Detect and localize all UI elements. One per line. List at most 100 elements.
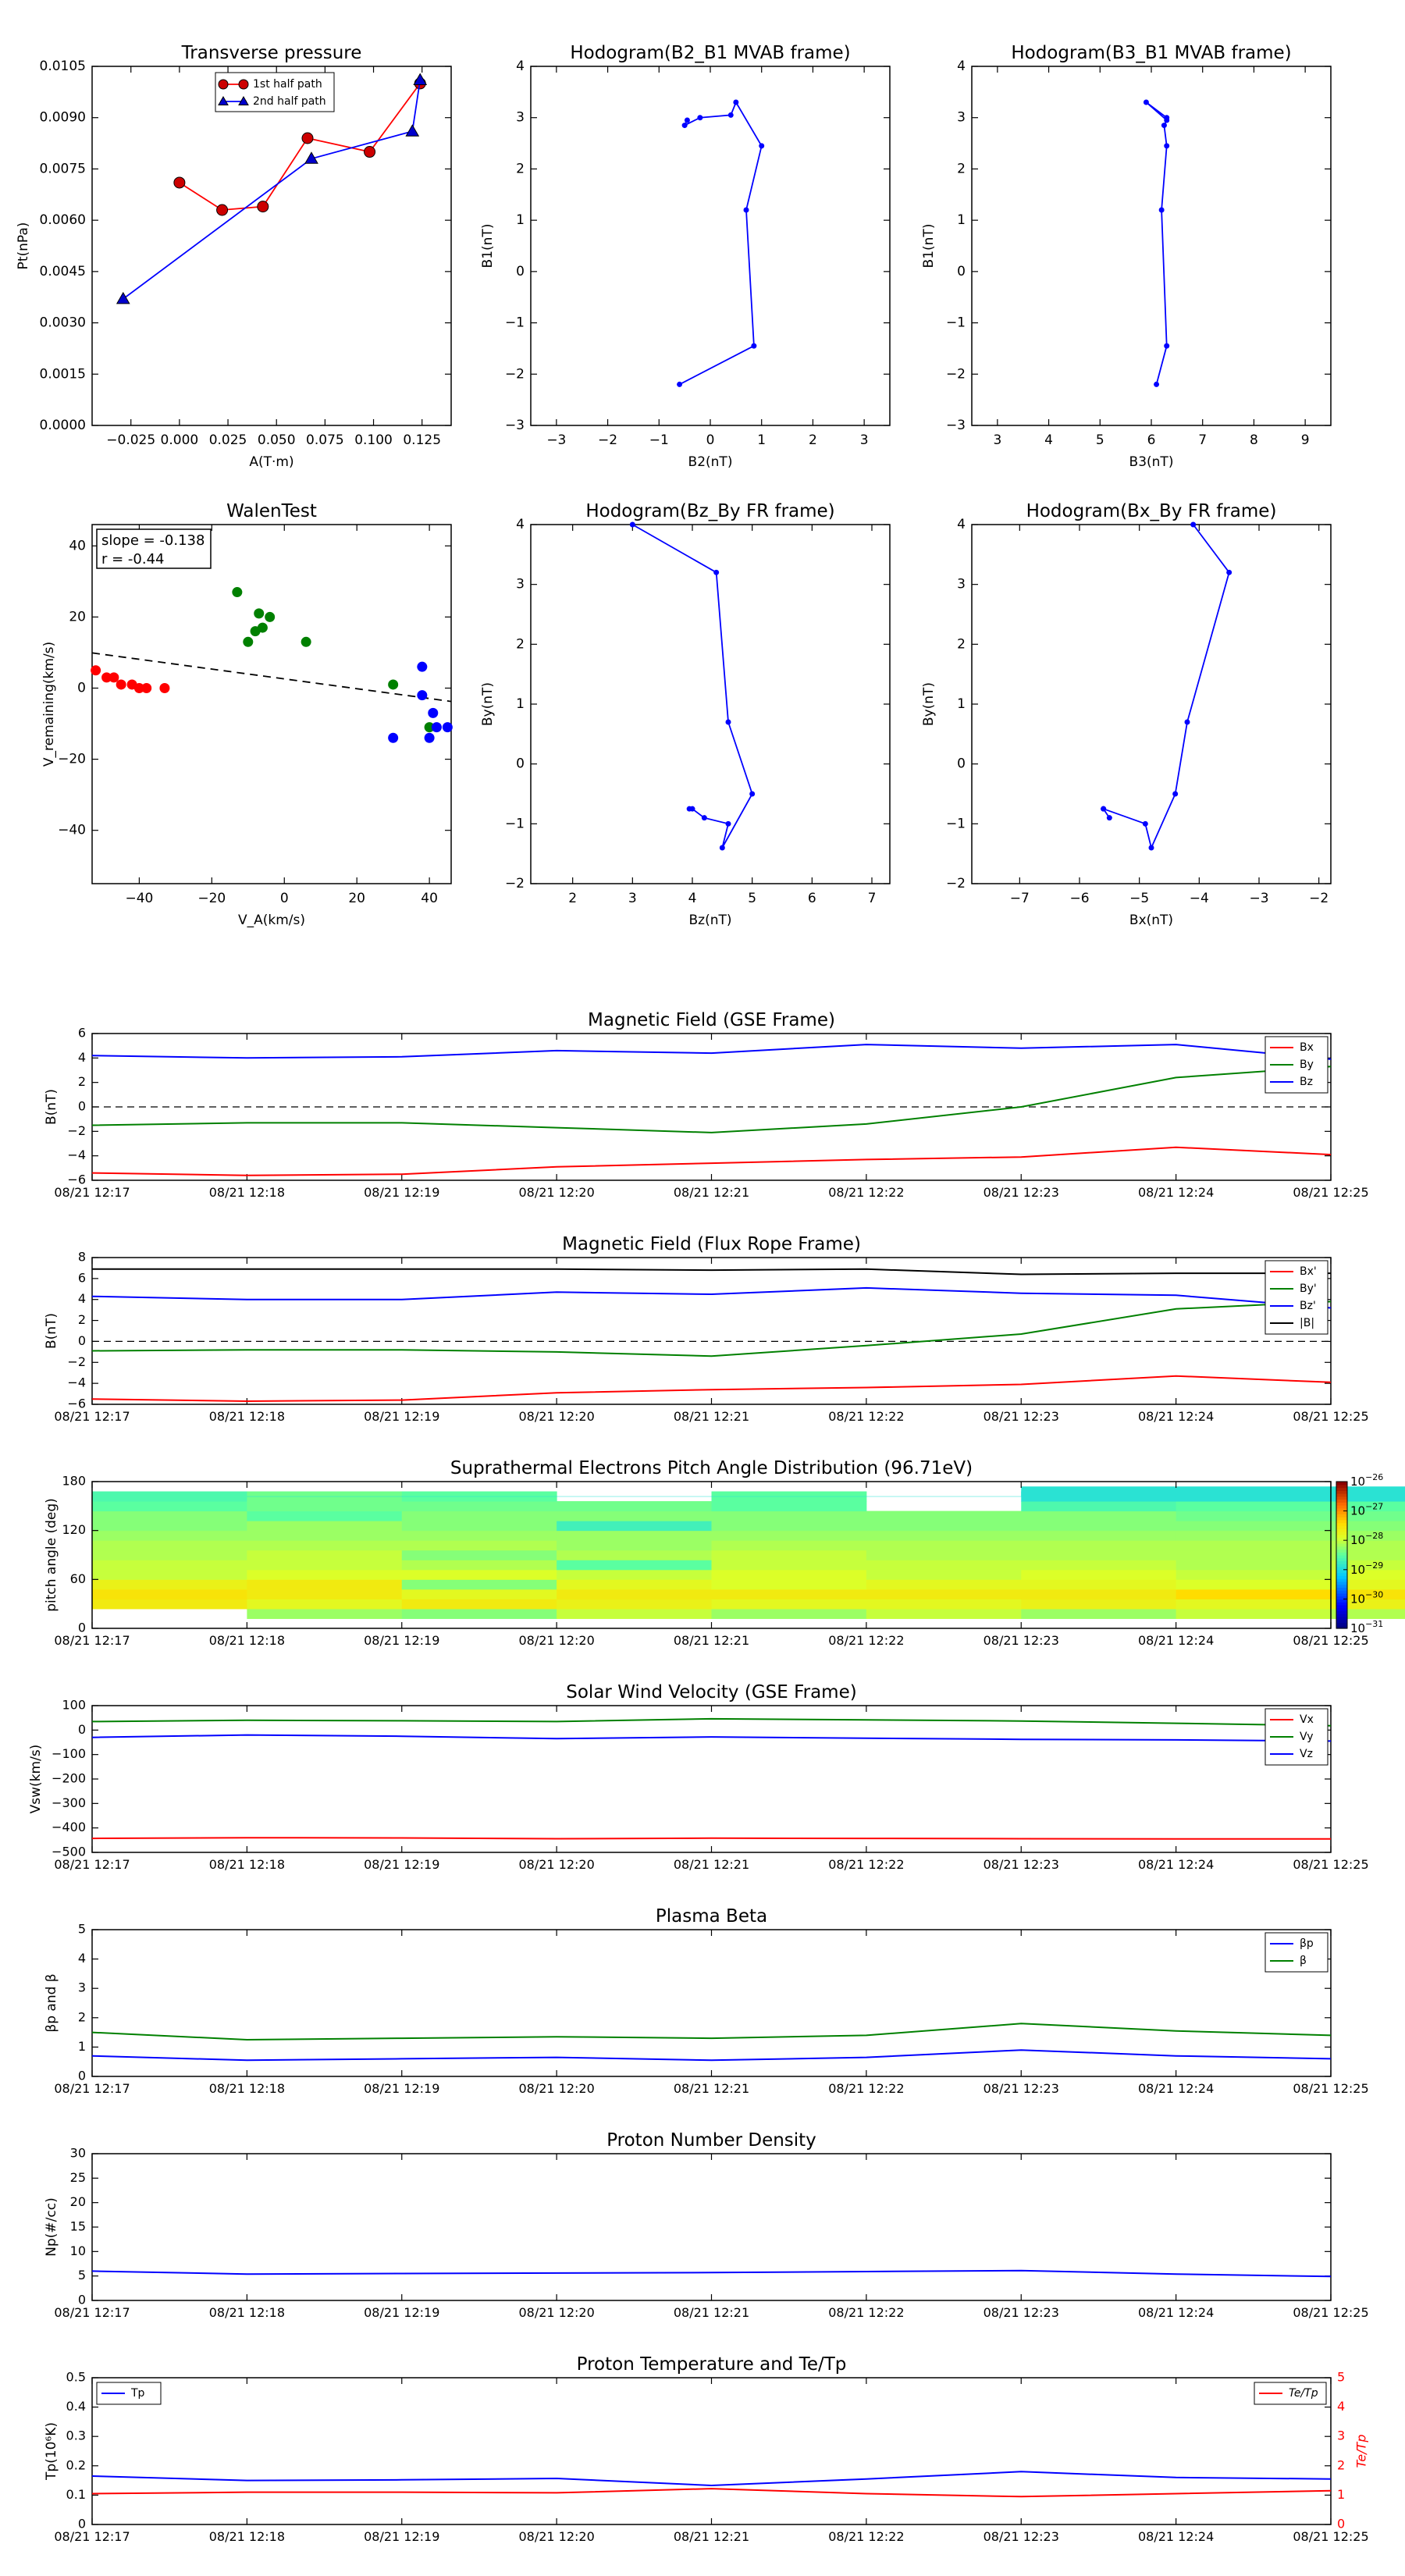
beta-time-axis: 08/21 12:17 08/21 12:18 08/21 12:19 08/21 1… [54,1930,1369,2096]
pt-series-0-point [173,176,186,189]
walen-annotation-slope: slope = -0.138 [101,532,205,549]
h31-x-axis: 3 4 5 6 7 8 9 [993,66,1310,448]
pad-ytick-label: 180 [62,1474,86,1489]
bgse-series-line-1 [91,1066,1332,1133]
tp-ylabel: Tp(10⁶K) [44,2422,59,2481]
fr2-ytick-label: −2 [946,876,966,891]
walen-title: WalenTest [226,501,317,521]
beta-ytick-label: 4 [78,1951,86,1966]
fr2-title: Hodogram(Bx_By FR frame) [1026,501,1277,521]
vsw-time-label: 08/21 12:24 [1138,1857,1214,1872]
fr1-series-0-point [749,791,756,797]
beta-series-line-1 [91,2023,1332,2041]
beta-ytick-label: 5 [78,1922,86,1937]
beta-time-label: 08/21 12:17 [54,2081,130,2096]
tp-series-line-0 [91,2471,1332,2487]
pt-legend-marker [218,95,229,105]
fr2-xtick-label: −6 [1069,891,1089,906]
pad-cell [866,1510,1022,1521]
pt-xtick-label: 0.075 [306,432,344,448]
colorbar-segment [1336,1557,1347,1562]
pad-cell [557,1550,712,1560]
h31-ytick-label: 0 [957,264,966,279]
pad-cell [866,1608,1022,1619]
pad-cell [401,1569,557,1580]
pad-cell [1331,1560,1405,1571]
fr1-ytick-label: 1 [516,696,525,712]
colorbar-segment [1336,1587,1347,1591]
walen-point-0 [91,665,101,676]
bfr-series-line-3 [92,1268,1331,1276]
pad-cell [866,1540,1022,1551]
pad-cell [1176,1521,1332,1532]
h21-ytick-label: 1 [516,212,525,228]
h31-ytick-label: −1 [946,315,966,331]
colorbar-segment [1336,1555,1347,1559]
pad-cell [711,1569,867,1580]
beta-time-label: 08/21 12:21 [674,2081,749,2096]
pt-y-axis: 0.0000 0.0015 0.0030 0.0045 0.0060 0.0075 0.00… [40,59,451,433]
bgse-time-label: 08/21 12:18 [209,1185,285,1200]
pad-cell-top [1331,1486,1405,1497]
bgse-time-label: 08/21 12:22 [828,1185,904,1200]
pad-cell [1021,1540,1177,1551]
walen-y-axis: −40 −20 0 20 40 [58,538,451,838]
walen-ylabel: V_remaining(km/s) [41,642,57,767]
pad-cell [1176,1550,1332,1560]
bfr-ytick-label: −6 [67,1397,86,1411]
walen-point-0 [116,679,126,690]
pad-cell [711,1540,867,1551]
fr1-xlabel: Bz(nT) [688,913,731,928]
colorbar-tick-exponent: −26 [1365,1472,1383,1482]
h21-title: Hodogram(B2_B1 MVAB frame) [570,43,850,63]
h21-xtick-label: 0 [706,432,715,448]
pad-cell [557,1530,712,1541]
fr2-xtick-label: −4 [1190,891,1209,906]
pad-cell [866,1569,1022,1580]
tp-ytick-label: 0.3 [66,2428,86,2443]
pad-cell [401,1510,557,1521]
bgse-time-label: 08/21 12:24 [1138,1185,1214,1200]
colorbar-segment [1336,1525,1347,1529]
bfr-ylabel: B(nT) [44,1313,59,1349]
pt-legend-marker [238,95,249,105]
pad-time-label: 08/21 12:24 [1138,1633,1214,1648]
pad-cell-top [247,1496,403,1497]
colorbar-segment [1336,1564,1347,1567]
pt-legend-label: 2nd half path [253,95,326,108]
pad-cell [557,1540,712,1551]
bfr-ytick-label: −2 [67,1354,86,1369]
beta-time-label: 08/21 12:23 [984,2081,1059,2096]
walen-x-axis: −40 −20 0 20 40 [125,525,438,906]
pt-legend-marker [238,79,249,90]
pad-cell [1021,1501,1177,1512]
vsw-frame [91,1705,1332,1853]
pad-cell [401,1540,557,1551]
vsw-time-label: 08/21 12:18 [209,1857,285,1872]
pad-cell [92,1510,247,1521]
pad-cell [1021,1579,1177,1590]
pad-cell [711,1530,867,1541]
beta-time-label: 08/21 12:24 [1138,2081,1214,2096]
pad-time-label: 08/21 12:18 [209,1633,285,1648]
h31-xtick-label: 4 [1044,432,1053,448]
pad-cell [1331,1550,1405,1560]
colorbar-segment [1336,1534,1347,1539]
fr1-xtick-label: 2 [568,891,577,906]
fr1-frame [530,524,891,884]
colorbar-tick-exponent: −27 [1365,1502,1383,1512]
pad-cell [557,1599,712,1610]
fr1-series-0-point [713,569,720,575]
colorbar-segment [1336,1540,1347,1544]
fr1-series-0-point [719,845,725,851]
tp-ytick-label: 0.5 [66,2370,86,2385]
h31-series-0-point [1164,343,1170,349]
colorbar-segment [1336,1510,1347,1514]
h21-x-axis: −3 −2 −1 0 1 2 3 [546,66,869,448]
walen-point-1 [254,608,265,619]
tp-right-tick-label: 5 [1337,2370,1345,2385]
pad-cell [1176,1510,1332,1521]
fr1-series-0-point [725,820,731,827]
pt-ytick-label: 0.0000 [40,418,86,433]
h21-xtick-label: 1 [757,432,766,448]
